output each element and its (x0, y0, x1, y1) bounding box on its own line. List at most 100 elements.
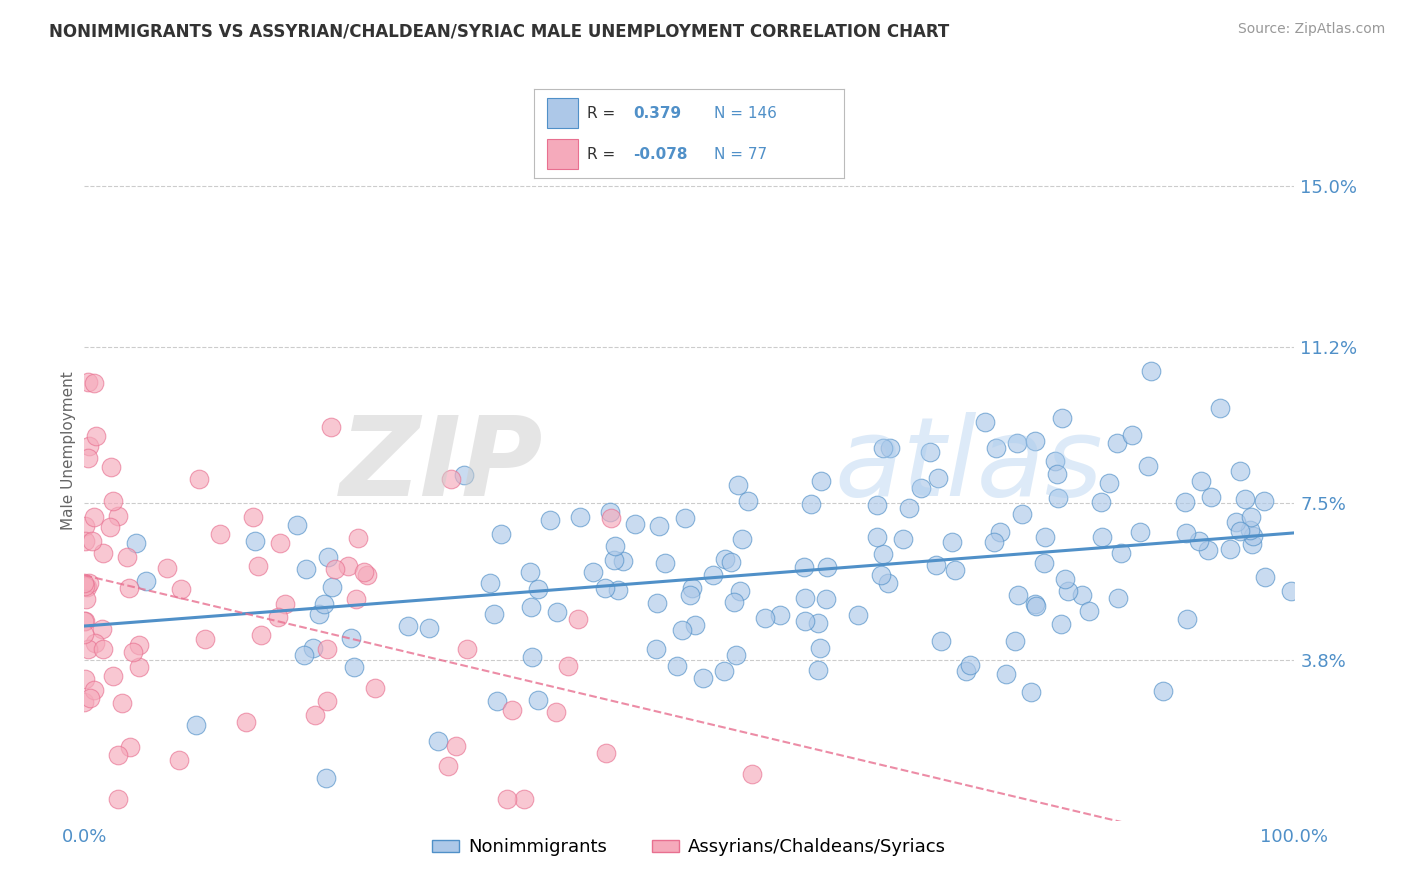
Point (115, 550, 138, 565)
Point (995, 667, 1018, 681)
Point (582, 565, 605, 579)
Point (156, 561, 179, 575)
Point (984, 441, 1007, 455)
Point (1197, 542, 1219, 557)
Point (453, 467, 475, 482)
Point (100, 459, 122, 474)
Point (76, 581, 98, 595)
Point (538, 513, 561, 527)
Point (91, 622, 114, 636)
Point (599, 505, 621, 519)
Point (1239, 523, 1261, 537)
Point (959, 657, 981, 672)
Point (285, 517, 308, 532)
Point (727, 478, 749, 492)
Point (941, 535, 963, 549)
Point (737, 494, 759, 508)
Point (870, 568, 893, 582)
Point (1007, 588, 1029, 602)
Point (125, 535, 148, 549)
Point (235, 714, 257, 729)
Point (170, 582, 193, 596)
Point (673, 511, 696, 525)
Point (1189, 474, 1212, 488)
Point (666, 659, 689, 673)
Bar (547, 139, 578, 169)
Point (720, 555, 742, 569)
Point (1107, 436, 1129, 450)
Point (520, 600, 543, 615)
Point (1071, 589, 1094, 603)
Point (1024, 434, 1046, 449)
Point (931, 634, 953, 648)
Point (489, 526, 512, 541)
Point (118, 581, 141, 595)
Point (645, 596, 668, 610)
Point (1046, 467, 1069, 481)
Point (1057, 584, 1080, 599)
Point (93, 641, 115, 656)
Point (1004, 633, 1026, 648)
Point (73, 579, 96, 593)
Point (427, 734, 450, 748)
Point (302, 640, 325, 655)
Point (353, 566, 375, 580)
Point (731, 533, 754, 547)
Point (623, 516, 645, 531)
Point (363, 681, 385, 695)
Point (793, 560, 815, 574)
Point (1011, 508, 1033, 522)
Point (1019, 685, 1042, 699)
Point (671, 623, 693, 637)
Point (927, 471, 949, 485)
Point (872, 442, 894, 456)
Point (724, 648, 747, 663)
Point (101, 493, 124, 508)
Point (557, 658, 579, 673)
Point (77, 576, 100, 591)
Point (440, 472, 463, 486)
Point (107, 509, 129, 524)
Point (728, 584, 751, 599)
Text: ZIP: ZIP (340, 412, 544, 519)
Point (77, 375, 100, 389)
Point (315, 772, 337, 786)
Point (567, 612, 589, 626)
Point (1254, 570, 1277, 584)
Point (955, 664, 977, 678)
Point (122, 645, 145, 659)
Point (83, 683, 105, 698)
Point (444, 739, 467, 754)
Point (879, 441, 901, 455)
Point (356, 568, 378, 582)
Point (603, 539, 626, 553)
Point (1229, 464, 1251, 478)
Point (1121, 428, 1143, 442)
Point (396, 619, 419, 633)
Bar (547, 98, 578, 128)
Legend: Nonimmigrants, Assyrians/Chaldeans/Syriacs: Nonimmigrants, Assyrians/Chaldeans/Syria… (425, 831, 953, 863)
Point (1175, 526, 1198, 541)
Point (648, 519, 671, 533)
Point (316, 693, 339, 707)
Point (73, 576, 96, 591)
Point (186, 718, 208, 732)
Point (267, 610, 290, 624)
Point (807, 663, 830, 677)
Point (685, 617, 707, 632)
Point (77, 642, 100, 657)
Point (75, 591, 97, 606)
Point (1107, 591, 1129, 605)
Point (1229, 524, 1251, 538)
Point (73, 627, 96, 641)
Point (187, 472, 209, 486)
Point (891, 532, 914, 546)
Point (723, 595, 745, 609)
Point (1053, 572, 1076, 586)
Point (274, 598, 297, 612)
Point (527, 692, 550, 706)
Point (1140, 364, 1163, 378)
Point (681, 581, 703, 595)
Point (1050, 617, 1073, 632)
Point (769, 608, 792, 623)
